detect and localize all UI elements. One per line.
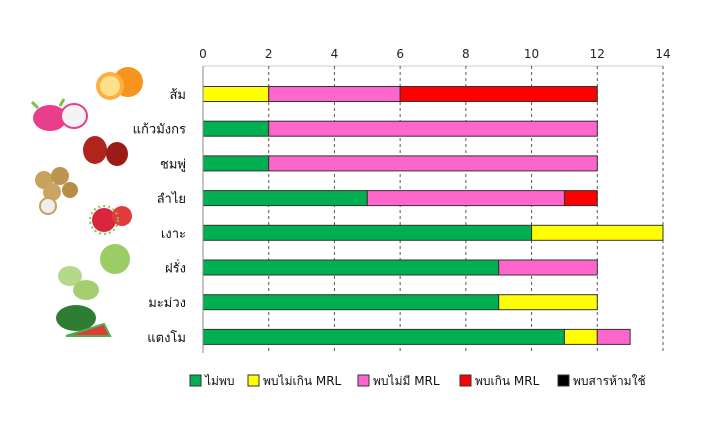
category-label: เงาะ	[161, 227, 186, 242]
bars	[202, 86, 664, 345]
bar-segment	[202, 294, 500, 311]
watermelon-illustration	[56, 305, 112, 337]
rose-apple-illustration	[83, 136, 128, 166]
category-labels: ส้มแก้วมังกรชมพู่ลำไยเงาะฝรั่งมะม่วงแตงโ…	[133, 88, 186, 346]
bar-segment	[202, 259, 500, 276]
bar-segment	[268, 120, 598, 137]
bar-segment	[202, 224, 533, 241]
bar-segment	[268, 155, 598, 172]
dragon-fruit-illustration	[30, 98, 88, 131]
bar-segment	[563, 190, 598, 207]
bar-segment	[498, 294, 598, 311]
category-label: แก้วมังกร	[133, 123, 186, 138]
category-label: ลำไย	[157, 191, 186, 207]
legend-swatch	[357, 374, 370, 387]
bar-segment	[531, 224, 664, 241]
legend-label: ไม่พบ	[204, 374, 234, 388]
fruit-pictures	[30, 67, 143, 337]
legend-swatch	[247, 374, 260, 387]
x-tick-label: 2	[265, 47, 273, 61]
x-tick-label: 4	[331, 47, 339, 61]
bar-segment	[399, 86, 598, 102]
bar-segment	[596, 328, 631, 345]
longan-illustration	[35, 167, 78, 215]
category-label: มะม่วง	[148, 296, 186, 311]
rambutan-illustration	[89, 205, 132, 235]
legend-swatch	[189, 374, 202, 387]
category-label: ฝรั่ง	[165, 260, 186, 277]
bar-segment	[268, 86, 401, 102]
legend-swatch	[557, 374, 570, 387]
bar-segment	[498, 259, 598, 276]
bar-segment	[202, 155, 270, 172]
x-tick-label: 8	[462, 47, 470, 61]
legend-label: พบเกิน MRL	[475, 374, 540, 388]
bar-segment	[202, 328, 565, 345]
guava-illustration	[58, 244, 130, 300]
category-label: แตงโม	[147, 330, 186, 346]
x-tick-label: 0	[199, 47, 207, 61]
bar-segment	[366, 190, 565, 207]
bar-segment	[202, 190, 368, 207]
legend-label: พบไม่มี MRL	[373, 374, 440, 388]
legend-swatch	[459, 374, 472, 387]
x-tick-label: 14	[655, 47, 670, 61]
x-axis-ticks: 0 2 4 6 8 10 12 14	[199, 47, 670, 61]
legend-label: พบสารห้ามใช้	[573, 374, 646, 388]
bar-segment	[563, 328, 598, 345]
x-tick-label: 10	[524, 47, 539, 61]
category-label: ส้ม	[169, 88, 186, 103]
x-tick-label: 6	[396, 47, 404, 61]
category-label: ชมพู่	[160, 157, 186, 172]
legend: ไม่พบ พบไม่เกิน MRL พบไม่มี MRL พบเกิน MRL พ…	[189, 374, 646, 388]
orange-illustration	[96, 67, 143, 100]
legend-label: พบไม่เกิน MRL	[263, 374, 342, 388]
bar-segment	[202, 120, 270, 137]
bar-segment	[202, 86, 270, 102]
x-tick-label: 12	[590, 47, 605, 61]
